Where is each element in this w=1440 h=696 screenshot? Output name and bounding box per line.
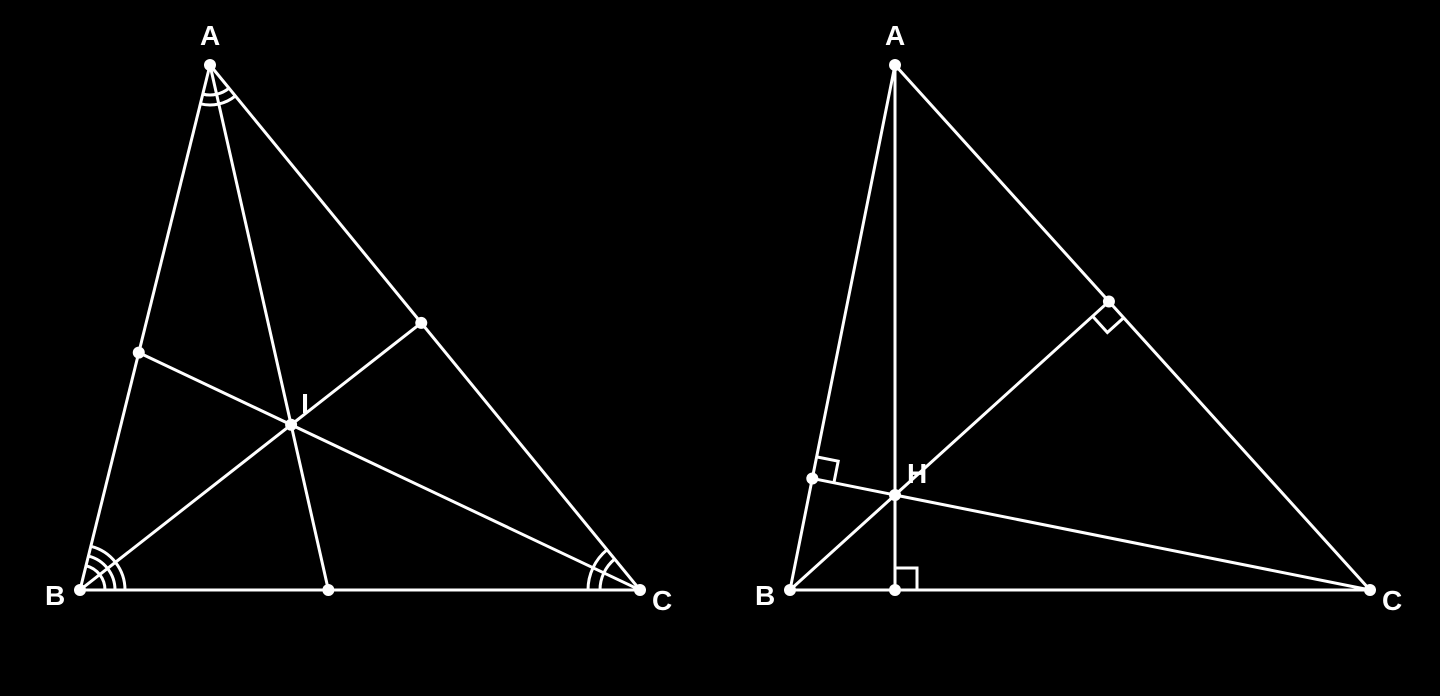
right-foot-b bbox=[1103, 295, 1115, 307]
right-point-orthocenter bbox=[889, 489, 901, 501]
left-anglearc-c-half1-1 bbox=[593, 550, 607, 568]
left-bisector-a bbox=[210, 65, 328, 590]
left-anglearc-a-half1-1 bbox=[200, 104, 218, 105]
left-anglearc-b-half1-1 bbox=[108, 568, 115, 590]
right-label-a: A bbox=[885, 20, 905, 51]
left-anglearc-c-half1-0 bbox=[604, 559, 615, 573]
right-angle-mark bbox=[1093, 316, 1124, 332]
left-anglearc-a-half2-1 bbox=[219, 96, 236, 104]
left-foot-a bbox=[322, 584, 334, 596]
left-anglearc-c-half2-0 bbox=[600, 573, 604, 590]
left-label-c: C bbox=[652, 585, 672, 616]
left-point-incenter bbox=[285, 419, 297, 431]
left-anglearc-b-half2-2 bbox=[91, 546, 116, 562]
left-anglearc-c-half2-1 bbox=[588, 568, 593, 590]
right-point-c bbox=[1364, 584, 1376, 596]
left-anglearc-b-half1-2 bbox=[115, 562, 125, 590]
left-point-a bbox=[204, 59, 216, 71]
left-anglearc-b-half2-0 bbox=[86, 566, 100, 575]
left-anglearc-a-half2-0 bbox=[217, 88, 229, 94]
left-label-a: A bbox=[200, 20, 220, 51]
right-label-b: B bbox=[755, 580, 775, 611]
right-side-ca bbox=[895, 65, 1370, 590]
left-anglearc-a-half1-0 bbox=[203, 94, 217, 95]
left-point-b bbox=[74, 584, 86, 596]
left-foot-b bbox=[415, 317, 427, 329]
left-label-incenter: I bbox=[301, 388, 309, 419]
right-label-orthocenter: H bbox=[907, 458, 927, 489]
right-foot-a bbox=[889, 584, 901, 596]
left-side-ab bbox=[80, 65, 210, 590]
left-bisector-b bbox=[80, 323, 421, 590]
right-foot-c bbox=[806, 472, 818, 484]
left-foot-c bbox=[133, 347, 145, 359]
left-bisector-c bbox=[139, 353, 640, 590]
left-anglearc-b-half1-0 bbox=[100, 575, 105, 590]
left-point-c bbox=[634, 584, 646, 596]
right-point-b bbox=[784, 584, 796, 596]
right-point-a bbox=[889, 59, 901, 71]
right-label-c: C bbox=[1382, 585, 1402, 616]
left-label-b: B bbox=[45, 580, 65, 611]
